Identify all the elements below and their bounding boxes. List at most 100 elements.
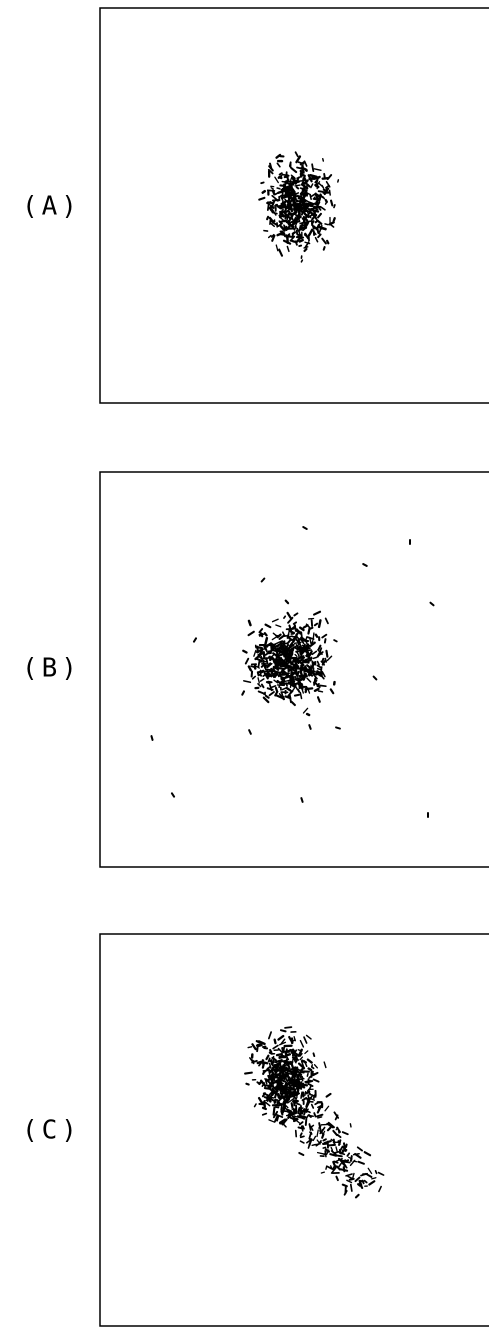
- speck: [259, 629, 262, 632]
- speck: [307, 665, 310, 668]
- speck: [288, 653, 290, 655]
- speck: [261, 679, 264, 681]
- panel-label: (B): [22, 654, 81, 684]
- speck: [194, 638, 196, 641]
- speck: [275, 205, 277, 206]
- speck: [298, 1087, 302, 1088]
- speck: [283, 1107, 284, 1111]
- speck: [323, 1139, 326, 1140]
- speck: [283, 1101, 284, 1104]
- speck: [351, 1185, 352, 1192]
- speck: [289, 235, 290, 237]
- speck: [320, 685, 326, 686]
- speck: [318, 697, 320, 702]
- speck: [325, 1141, 331, 1143]
- speck: [318, 1153, 325, 1154]
- speck: [350, 1124, 351, 1127]
- speck: [319, 234, 321, 235]
- speck: [299, 1153, 303, 1155]
- speck: [325, 224, 328, 225]
- speck: [277, 155, 281, 158]
- speck: [365, 1181, 367, 1183]
- speck: [309, 725, 310, 729]
- speck: [268, 688, 273, 690]
- speck: [307, 714, 309, 715]
- speck: [280, 234, 284, 235]
- speck: [264, 698, 269, 702]
- speck: [279, 177, 281, 178]
- speck: [300, 693, 301, 699]
- speck: [343, 1185, 347, 1187]
- speck: [273, 1045, 278, 1048]
- speck: [278, 1036, 283, 1040]
- speck: [336, 1147, 337, 1152]
- speck: [272, 650, 277, 651]
- speck: [300, 228, 306, 229]
- speck: [328, 1145, 335, 1146]
- speck: [276, 625, 281, 627]
- speck: [284, 241, 290, 244]
- speck: [283, 648, 284, 649]
- speck: [257, 1041, 259, 1042]
- speck: [317, 665, 321, 667]
- speck: [297, 1121, 300, 1123]
- speck: [249, 621, 250, 625]
- speck: [292, 241, 295, 242]
- speck: [379, 1187, 381, 1192]
- speck: [320, 648, 321, 651]
- speck: [293, 1059, 294, 1063]
- speck: [313, 657, 316, 658]
- speck: [272, 686, 276, 687]
- speck: [317, 1130, 318, 1136]
- speck: [253, 676, 256, 678]
- speck: [286, 1106, 288, 1108]
- speck: [266, 1056, 268, 1059]
- speck: [310, 1139, 312, 1140]
- speck: [289, 649, 292, 651]
- speck: [312, 1065, 313, 1067]
- speck: [328, 1128, 331, 1131]
- speck: [258, 684, 261, 687]
- speck: [365, 1152, 370, 1155]
- speck: [323, 159, 324, 161]
- speck: [302, 1061, 306, 1063]
- speck: [346, 1174, 352, 1176]
- speck: [305, 179, 306, 182]
- speck: [313, 1136, 315, 1140]
- speck: [287, 246, 289, 251]
- speck: [309, 1069, 311, 1070]
- speck: [301, 194, 304, 195]
- speck: [374, 677, 377, 680]
- speck: [314, 169, 321, 170]
- speck: [285, 652, 286, 655]
- speck: [317, 671, 319, 672]
- speck: [295, 686, 297, 690]
- speck: [259, 634, 262, 635]
- speck: [318, 691, 322, 692]
- speck: [266, 638, 267, 644]
- speck: [297, 683, 300, 684]
- speck: [305, 194, 307, 196]
- speck: [338, 1135, 341, 1137]
- speck: [316, 238, 318, 242]
- speck: [379, 1173, 384, 1175]
- speck: [243, 651, 246, 653]
- speck: [284, 1070, 287, 1071]
- speck: [296, 205, 302, 206]
- speck: [312, 1144, 315, 1145]
- speck: [277, 1087, 278, 1092]
- speck: [347, 1153, 349, 1156]
- speck: [304, 1037, 307, 1043]
- speck: [369, 1181, 374, 1184]
- speck: [322, 239, 326, 244]
- speck: [336, 1177, 337, 1180]
- speck: [288, 1112, 292, 1113]
- speck: [304, 218, 307, 220]
- speck: [295, 185, 300, 186]
- speck: [303, 708, 307, 713]
- speck: [314, 674, 316, 675]
- speck: [264, 1101, 265, 1107]
- speck: [311, 665, 312, 667]
- speck: [297, 236, 301, 237]
- speck: [304, 1112, 305, 1115]
